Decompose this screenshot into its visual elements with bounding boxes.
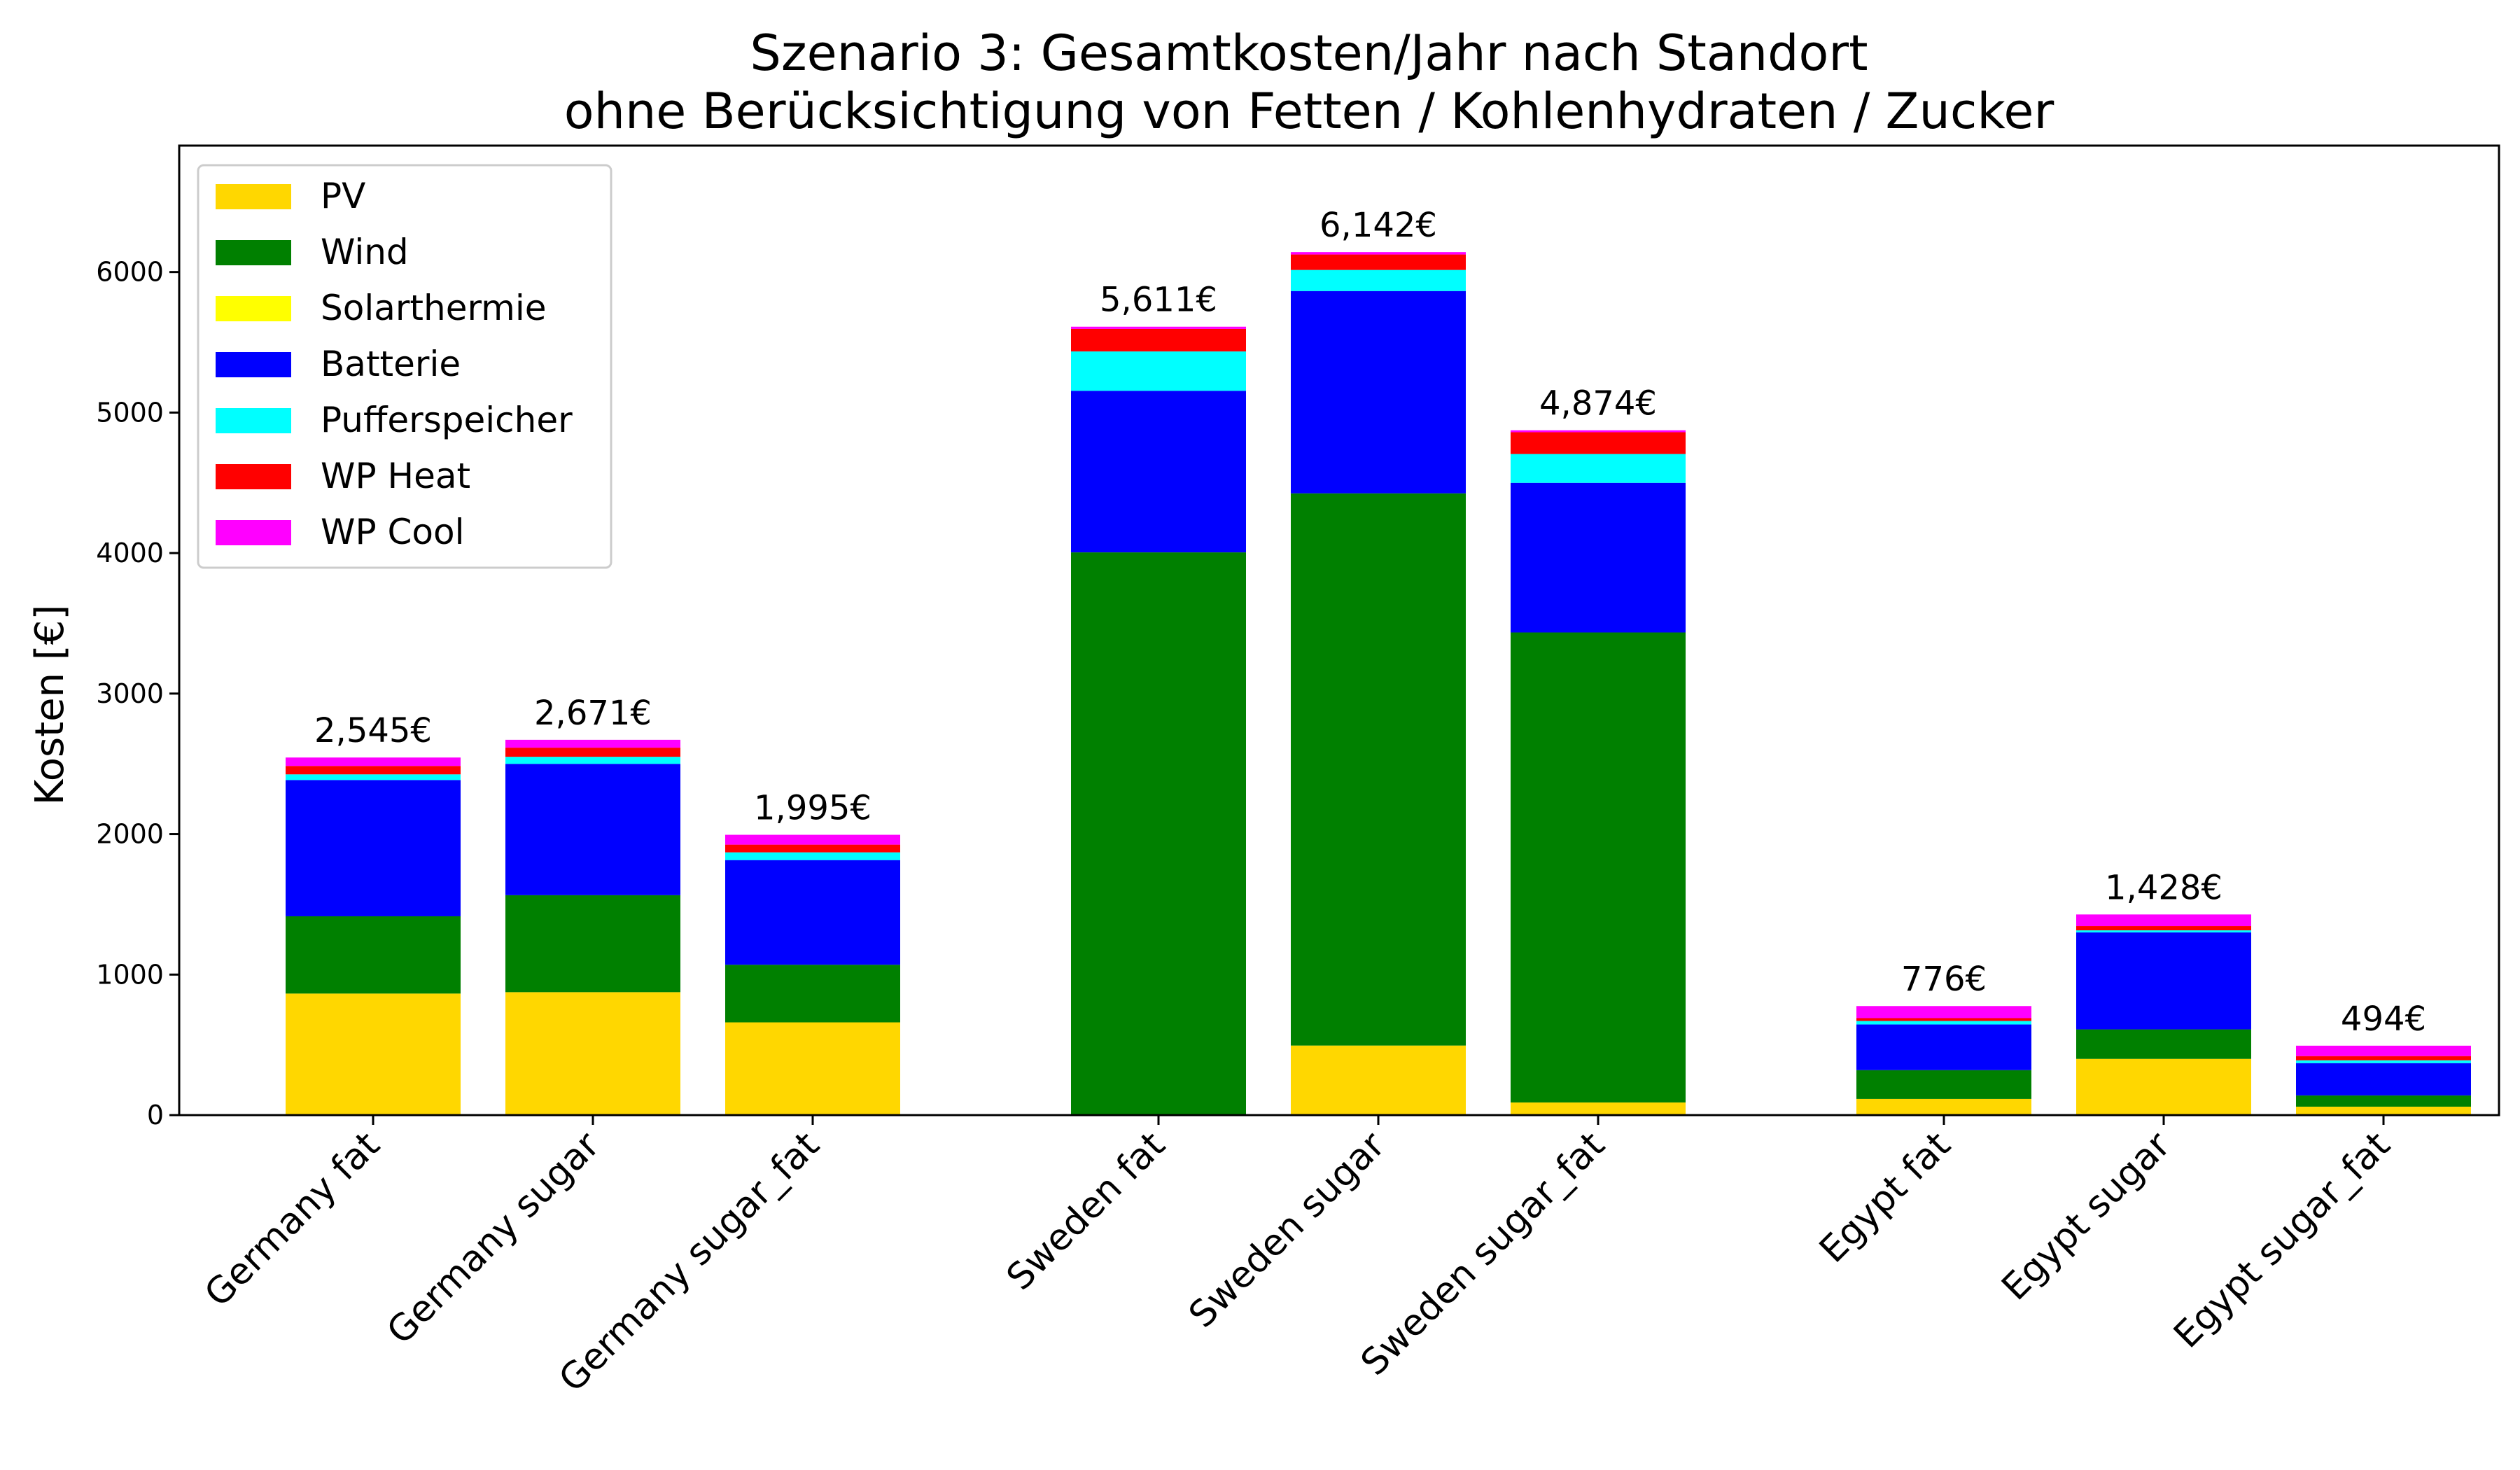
x-tick-label: Egypt fat	[1812, 1124, 1959, 1271]
legend-swatch-wind	[216, 240, 291, 265]
x-tick-label: Egypt sugar_fat	[2166, 1124, 2398, 1357]
bar-wind-8	[2296, 1095, 2471, 1107]
bar-wp-cool-6	[1856, 1006, 2031, 1018]
bar-wp-cool-1	[505, 739, 680, 748]
bar-total-label: 2,671€	[534, 694, 652, 733]
bar-batterie-5	[1511, 482, 1686, 633]
bar-batterie-7	[2076, 932, 2251, 1030]
bar-wp-heat-2	[725, 844, 900, 853]
bar-batterie-2	[725, 860, 900, 965]
bar-wind-7	[2076, 1029, 2251, 1059]
x-tick-label: Sweden sugar_fat	[1353, 1124, 1613, 1384]
bar-batterie-1	[505, 764, 680, 895]
bar-wp-cool-8	[2296, 1045, 2471, 1056]
bar-batterie-3	[1071, 391, 1246, 553]
legend-label-wp-cool: WP Cool	[321, 512, 464, 552]
bar-pufferspeicher-1	[505, 757, 680, 764]
legend-label-pv: PV	[321, 176, 365, 216]
x-tick-label: Germany sugar	[379, 1124, 608, 1352]
bar-total-label: 1,428€	[2105, 868, 2222, 907]
bar-wp-heat-3	[1071, 328, 1246, 352]
y-tick-label: 2000	[96, 819, 164, 850]
bar-batterie-4	[1291, 290, 1466, 493]
bar-pv-6	[1856, 1098, 2031, 1115]
legend-swatch-batterie	[216, 352, 291, 377]
bar-wp-cool-0	[286, 757, 461, 766]
bar-wp-heat-7	[2076, 926, 2251, 931]
legend-swatch-pufferspeicher	[216, 408, 291, 433]
bar-wp-cool-5	[1511, 430, 1686, 433]
bar-wp-cool-7	[2076, 914, 2251, 927]
bar-total-label: 494€	[2341, 1000, 2426, 1039]
bar-wp-heat-1	[505, 748, 680, 757]
chart-subtitle: ohne Berücksichtigung von Fetten / Kohle…	[564, 83, 2054, 140]
legend-swatch-wp-heat	[216, 464, 291, 489]
bar-wp-cool-4	[1291, 252, 1466, 255]
bar-batterie-6	[1856, 1024, 2031, 1070]
bar-wp-heat-0	[286, 766, 461, 775]
legend-label-pufferspeicher: Pufferspeicher	[321, 400, 573, 440]
legend-label-wp-heat: WP Heat	[321, 456, 470, 496]
bar-wind-1	[505, 895, 680, 993]
y-tick-label: 3000	[96, 678, 164, 709]
x-tick-label: Egypt sugar	[1994, 1124, 2179, 1308]
bar-pv-2	[725, 1022, 900, 1115]
bar-wind-4	[1291, 493, 1466, 1046]
bar-wind-3	[1071, 552, 1246, 1115]
y-tick-label: 0	[147, 1100, 164, 1130]
bar-total-label: 776€	[1901, 960, 1987, 999]
bar-pv-5	[1511, 1102, 1686, 1115]
bar-wind-0	[286, 916, 461, 994]
y-tick-label: 5000	[96, 397, 164, 428]
bar-batterie-8	[2296, 1063, 2471, 1096]
bar-pv-4	[1291, 1045, 1466, 1115]
bar-wind-6	[1856, 1070, 2031, 1099]
x-tick-label: Germany fat	[197, 1124, 388, 1315]
y-tick-label: 4000	[96, 538, 164, 568]
chart-title: Szenario 3: Gesamtkosten/Jahr nach Stand…	[750, 24, 1868, 82]
bar-pufferspeicher-8	[2296, 1060, 2471, 1063]
bar-wind-2	[725, 965, 900, 1023]
legend: PV Wind Solarthermie Batterie Pufferspeicher…	[197, 164, 612, 569]
bar-pv-1	[505, 992, 680, 1115]
y-axis-label: Kosten [€]	[27, 605, 73, 805]
legend-swatch-pv	[216, 184, 291, 209]
bar-pufferspeicher-2	[725, 852, 900, 860]
legend-label-solarthermie: Solarthermie	[321, 288, 547, 328]
legend-swatch-solarthermie	[216, 296, 291, 321]
bar-batterie-0	[286, 780, 461, 916]
bar-total-label: 1,995€	[754, 789, 872, 828]
bar-total-label: 4,874€	[1539, 384, 1657, 424]
legend-swatch-wp-cool	[216, 520, 291, 545]
bar-wp-cool-2	[725, 834, 900, 845]
x-tick-label: Sweden fat	[999, 1124, 1173, 1298]
bar-total-label: 2,545€	[314, 711, 432, 750]
bar-wp-cool-3	[1071, 326, 1246, 329]
bar-pufferspeicher-3	[1071, 351, 1246, 391]
legend-frame	[197, 164, 612, 569]
legend-label-wind: Wind	[321, 232, 409, 272]
bar-wp-heat-5	[1511, 432, 1686, 454]
bar-pv-0	[286, 993, 461, 1115]
bar-pufferspeicher-7	[2076, 930, 2251, 933]
bar-pv-8	[2296, 1106, 2471, 1115]
bar-pufferspeicher-0	[286, 774, 461, 780]
y-tick-label: 6000	[96, 257, 164, 288]
bar-wp-heat-8	[2296, 1056, 2471, 1060]
plot-frame	[178, 144, 2500, 1116]
bar-pv-7	[2076, 1058, 2251, 1115]
bar-wind-5	[1511, 632, 1686, 1102]
bar-pufferspeicher-5	[1511, 454, 1686, 483]
legend-label-batterie: Batterie	[321, 344, 461, 384]
bar-wp-heat-6	[1856, 1018, 2031, 1021]
y-tick-label: 1000	[96, 959, 164, 990]
bar-wp-heat-4	[1291, 254, 1466, 270]
bar-total-label: 6,142€	[1320, 206, 1437, 245]
bar-pufferspeicher-6	[1856, 1021, 2031, 1025]
x-tick-label: Sweden sugar	[1181, 1124, 1393, 1336]
bar-total-label: 5,611€	[1100, 281, 1217, 320]
bar-pufferspeicher-4	[1291, 270, 1466, 291]
